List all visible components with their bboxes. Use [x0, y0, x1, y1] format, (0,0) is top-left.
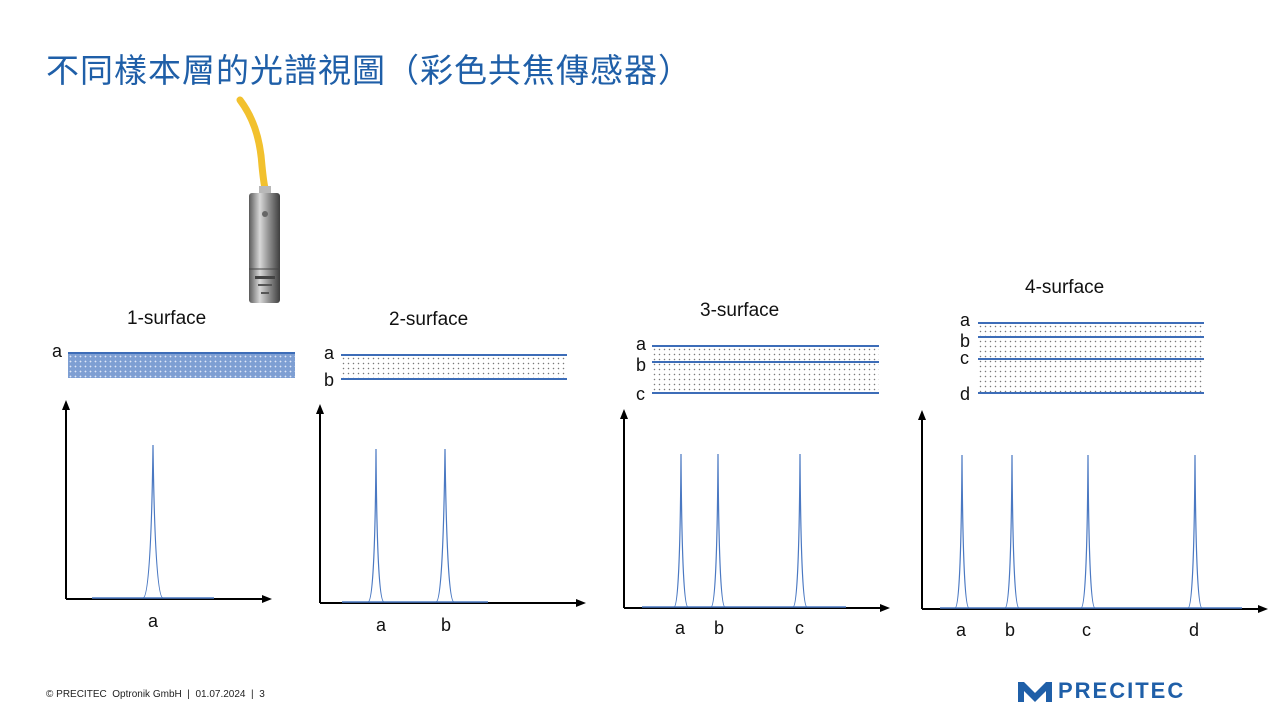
panel-2-sample [341, 356, 567, 378]
peak-a [367, 448, 385, 603]
panel-3-spectrum [620, 409, 890, 612]
panel-3-layer-c-label: c [636, 384, 645, 404]
y-axis-arrow [918, 410, 926, 420]
panel-3-surface-a-line [652, 345, 879, 347]
peak-c [792, 453, 808, 608]
x-axis-arrow [1258, 605, 1268, 613]
panel-4-layer-d-label: d [960, 384, 971, 404]
panel-4-peak-c-label: c [1082, 620, 1091, 640]
peak-a [673, 453, 689, 608]
logo-text: PRECITEC [1058, 678, 1186, 703]
panel-3-peak-c-label: c [795, 618, 804, 638]
peak-b [710, 453, 726, 608]
panel-1-spectrum [62, 400, 272, 603]
precitec-logo: PRECITEC [1018, 676, 1185, 706]
panel-1-surface-a-line [68, 352, 295, 354]
panel-4-surface-b-line [978, 336, 1204, 338]
panel-4-layer-b-label: b [960, 331, 971, 351]
panel-2-peak-a-label: a [376, 615, 387, 635]
panel-4-spectrum [918, 410, 1268, 613]
peak-b [1004, 454, 1020, 609]
panel-2-layer-b-label: b [324, 370, 335, 390]
panel-3-surface-c-line [652, 392, 879, 394]
peak-a [954, 454, 970, 609]
panel-3-layer-a-label: a [636, 334, 647, 354]
panel-1-sample [68, 354, 295, 378]
panel-1-peak-a-label: a [148, 611, 159, 631]
panel-4-surface-a-line [978, 322, 1204, 324]
panel-3-peak-b-label: b [714, 618, 725, 638]
peak-c [1080, 454, 1096, 609]
panel-2-layer-a-label: a [324, 343, 335, 363]
panel-2-surface-a-line [341, 354, 567, 356]
chromatic-confocal-sensor-icon [236, 96, 280, 303]
peak-b [435, 448, 455, 603]
panel-4-surface-d-line [978, 392, 1204, 394]
panel-4-peak-d-label: d [1189, 620, 1200, 640]
precitec-logo-icon [1018, 682, 1052, 702]
panel-4-layer-a-label: a [960, 310, 971, 330]
y-axis-arrow [316, 404, 324, 414]
panel-3-surface-b-line [652, 361, 879, 363]
peak-a [142, 444, 164, 599]
y-axis-arrow [62, 400, 70, 410]
x-axis-arrow [576, 599, 586, 607]
panel-3-peak-a-label: a [675, 618, 686, 638]
y-axis-arrow [620, 409, 628, 419]
panel-4-layer-c-label: c [960, 348, 969, 368]
panel-2-spectrum [316, 404, 586, 607]
peak-d [1187, 454, 1203, 609]
panel-2-title: 2-surface [389, 309, 469, 330]
panel-3-title: 3-surface [700, 300, 780, 321]
panel-3-sample [652, 347, 879, 393]
footer-text: © PRECITEC Optronik GmbH | 01.07.2024 | … [46, 689, 265, 700]
x-axis-arrow [880, 604, 890, 612]
x-axis-arrow [262, 595, 272, 603]
panel-4-peak-a-label: a [956, 620, 967, 640]
panel-1-layer-a-label: a [52, 341, 63, 361]
panel-1-title: 1-surface [127, 308, 207, 329]
slide-title: 不同樣本層的光譜視圖（彩色共焦傳感器） [46, 51, 692, 90]
panel-4-title: 4-surface [1025, 277, 1105, 298]
panel-2-peak-b-label: b [441, 615, 452, 635]
panel-3-layer-b-label: b [636, 355, 647, 375]
panel-2-surface-b-line [341, 378, 567, 380]
panel-4-peak-b-label: b [1005, 620, 1016, 640]
panel-4-surface-c-line [978, 358, 1204, 360]
